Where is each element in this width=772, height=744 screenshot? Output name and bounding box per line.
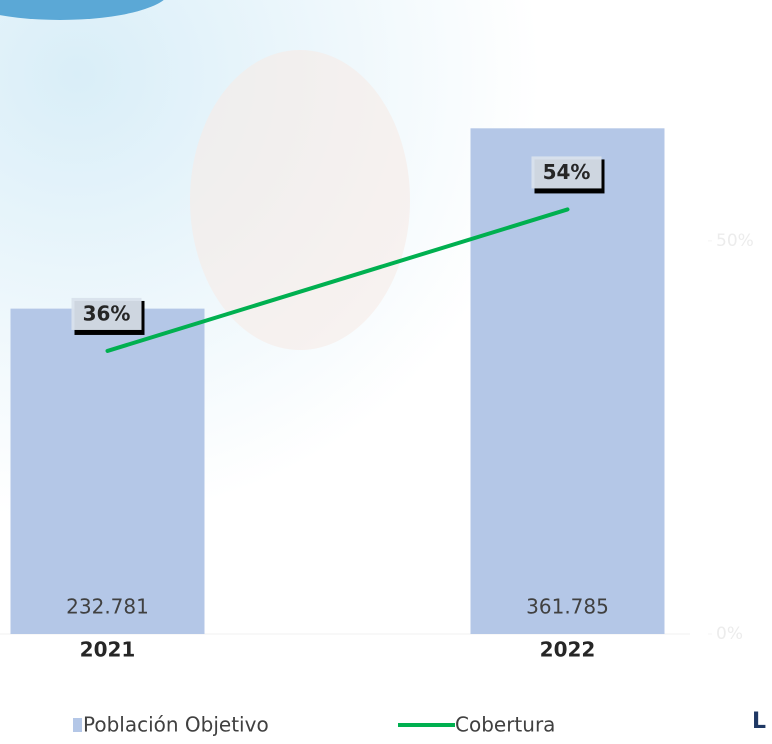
legend-swatch xyxy=(73,718,82,732)
bar xyxy=(471,128,665,634)
legend-label: Población Objetivo xyxy=(83,713,269,737)
cut-text: L xyxy=(752,709,766,734)
data-label: 36% xyxy=(83,301,131,325)
bar xyxy=(11,309,205,634)
chart: L 0% 50% 232.781 361.785 36% 54% 2021 2022 Pobla… xyxy=(0,0,772,744)
legend-label: Cobertura xyxy=(455,713,555,737)
bar-label: 232.781 xyxy=(66,595,149,619)
y2-tick-label: 0% xyxy=(716,624,743,644)
bar-label: 361.785 xyxy=(526,595,609,619)
data-label: 54% xyxy=(543,160,591,184)
decoration xyxy=(190,50,410,350)
x-tick-label: 2021 xyxy=(80,638,136,662)
x-tick-label: 2022 xyxy=(540,638,596,662)
y2-tick-label: 50% xyxy=(716,231,754,251)
